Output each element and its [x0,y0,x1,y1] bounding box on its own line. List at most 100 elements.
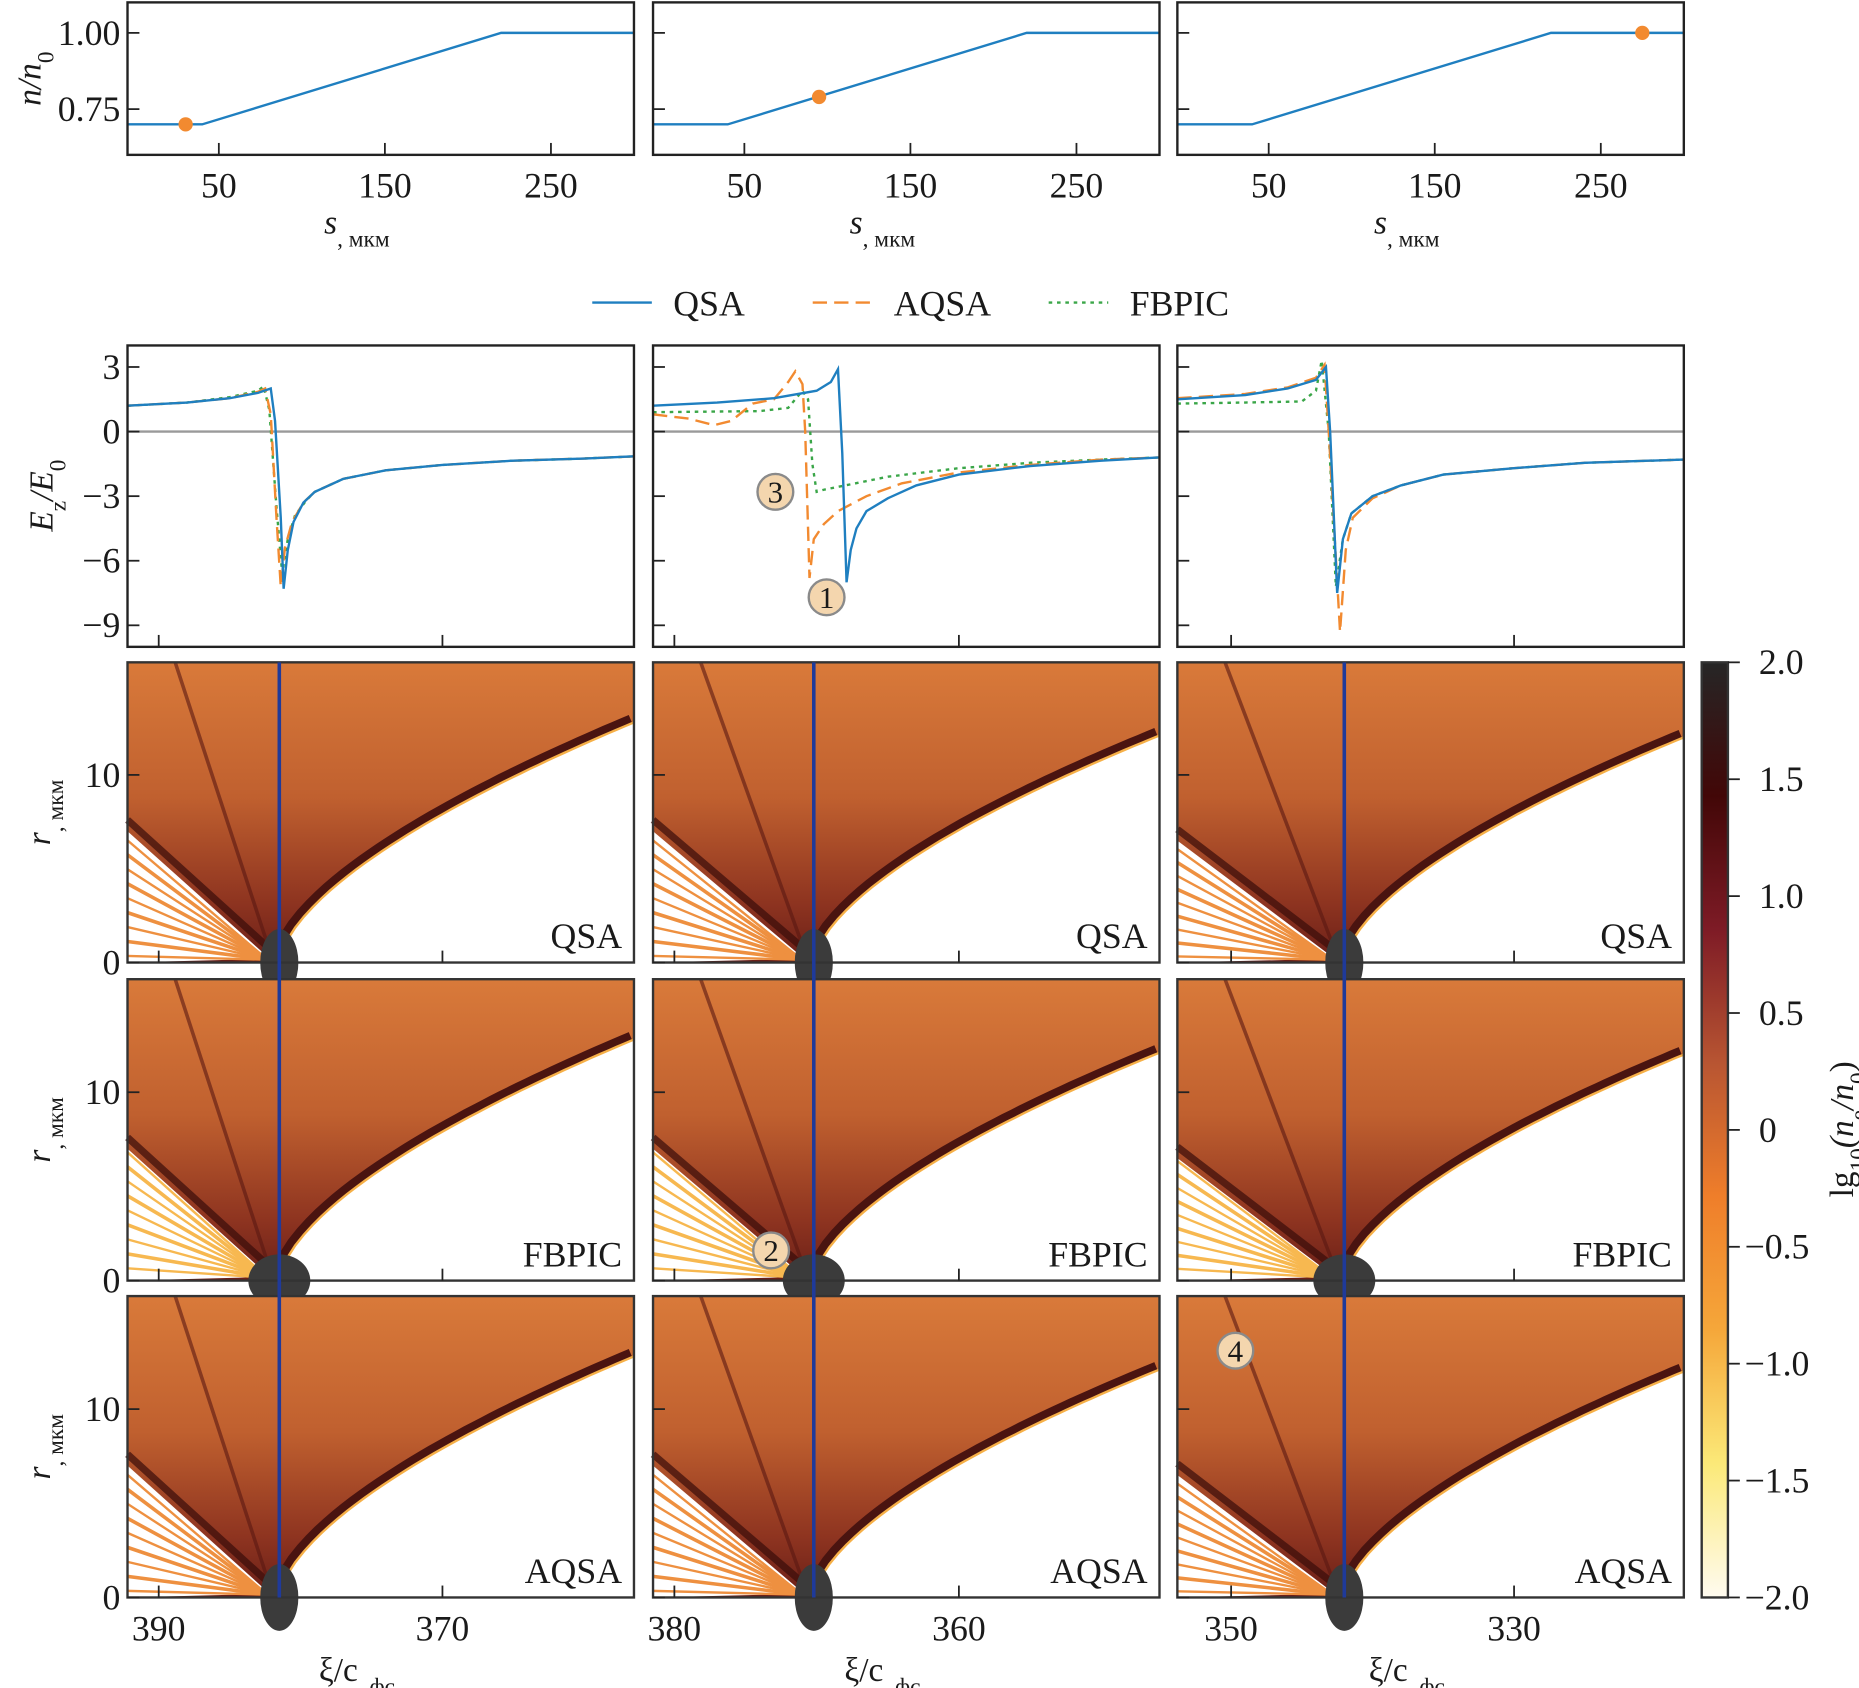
x-axis-label: ξ/c, фс [1369,1652,1445,1688]
electron-streak [1176,887,1334,962]
method-label: AQSA [525,1551,623,1591]
label-part: s [1374,204,1387,241]
colorbar-gradient [1700,661,1730,1599]
axes-frame [126,344,636,649]
density-map-fbpic-1: 0 10 FBPIC [85,978,636,1307]
density-map-qsa-3: QSA [1175,661,1686,996]
electron-streak [1176,1160,1334,1279]
electron-streak [652,939,803,962]
annotation-circle [752,1231,791,1270]
electron-streak [127,1574,268,1597]
electron-streak [1176,1522,1334,1597]
x-tick-label: 50 [201,166,237,206]
streak-rear [173,661,270,945]
electron-streak [126,1209,268,1279]
legend-label: AQSA [894,284,992,324]
ez-line-aqsa [652,369,1160,579]
axes-frame [651,1,1161,157]
bubble-edge [285,1038,635,1260]
label-part: ξ/c [844,1652,883,1688]
annotation-label: 2 [763,1233,778,1268]
electron-streak [1176,1186,1333,1279]
colorbar-label: lg10(ne/n0) [1824,1061,1859,1197]
rear-void [653,831,805,963]
rear-void [127,1465,270,1598]
electron-streak [127,1238,268,1279]
electron-streak [126,1223,269,1280]
method-label: AQSA [1050,1551,1148,1591]
axes-frame [126,1,636,157]
electron-streak [1177,1240,1333,1279]
electron-streak [652,1252,803,1280]
electron-streak [127,1267,268,1279]
annotation-marker-1: 1 [807,578,846,617]
sheath-rear [1175,1144,1342,1275]
colorbar-tick-label: 0.5 [1759,993,1804,1033]
ez-line-aqsa [127,386,635,587]
electron-streak [653,1589,802,1596]
axes-frame [1176,1294,1686,1599]
electron-streak [652,1560,803,1596]
method-label: FBPIC [1573,1234,1672,1274]
label-part: , фс [1408,1674,1445,1688]
axes-frame [1176,1,1686,157]
label-part: 0 [1846,1072,1859,1084]
colorbar-tick-label: −1.5 [1745,1460,1810,1500]
x-tick-label: 150 [884,166,938,206]
label-part: , мкм [1387,226,1440,252]
label-part: , мкм [863,226,916,252]
label-part: /E [23,471,60,503]
label-part: /n [1824,1084,1859,1112]
electron-streak [1177,1576,1333,1597]
electron-streak [127,897,268,961]
x-axis-label: s, мкм [324,204,390,252]
label-part: , мкм [43,779,69,832]
y-tick-label: 1.00 [58,13,121,53]
x-tick-label: 150 [358,166,412,206]
colorbar-tick-label: 0 [1759,1110,1777,1150]
electron-streak [126,868,269,961]
electron-streak [126,1180,269,1279]
ez-line-qsa [127,386,635,589]
y-tick-label: −3 [82,476,120,516]
x-tick-label: 350 [1204,1608,1258,1648]
annotation-marker-3: 3 [756,472,795,511]
x-axis-label: s, мкм [850,204,916,252]
label-part: s [850,204,863,241]
legend-label: QSA [673,284,745,324]
x-tick-label: 330 [1487,1608,1541,1648]
method-label: QSA [551,916,623,956]
label-part: 0 [45,460,71,472]
axes-frame [651,344,1161,649]
y-tick-label: 3 [102,347,120,387]
electron-streak [1176,1226,1333,1280]
y-axis-label: n/n0 [12,51,60,105]
bubble-void [286,722,634,963]
annotation-label: 4 [1228,1333,1243,1368]
annotation-label: 3 [768,475,783,510]
annotation-circle [807,578,846,617]
y-tick-label: 0 [102,1261,120,1301]
ez-panel-1: 3 0 −3 −6 −9 [82,344,636,649]
axes-frame [651,661,1161,964]
bubble-edge [819,1368,1160,1578]
bubble-edge [1350,736,1685,943]
y-tick-label: 10 [85,755,121,795]
x-tick-label: 150 [1408,166,1462,206]
x-tick-label: 50 [1251,166,1287,206]
electron-streak [1176,1213,1333,1279]
y-tick-label: −6 [82,541,120,581]
y-axis-label: r, мкм [21,1097,69,1163]
rear-void [127,831,270,963]
method-label: FBPIC [523,1234,622,1274]
bubble-void [1351,737,1684,963]
label-part: e [1846,1110,1859,1120]
electron-streak [126,910,268,962]
label-part: r [21,1149,58,1163]
sheath-rear [1175,826,1342,956]
colorbar-tick-label: 1.5 [1759,759,1804,799]
electron-streak [1176,1495,1334,1597]
profile-line [127,31,634,126]
x-axis-label: ξ/c, фс [319,1652,395,1688]
